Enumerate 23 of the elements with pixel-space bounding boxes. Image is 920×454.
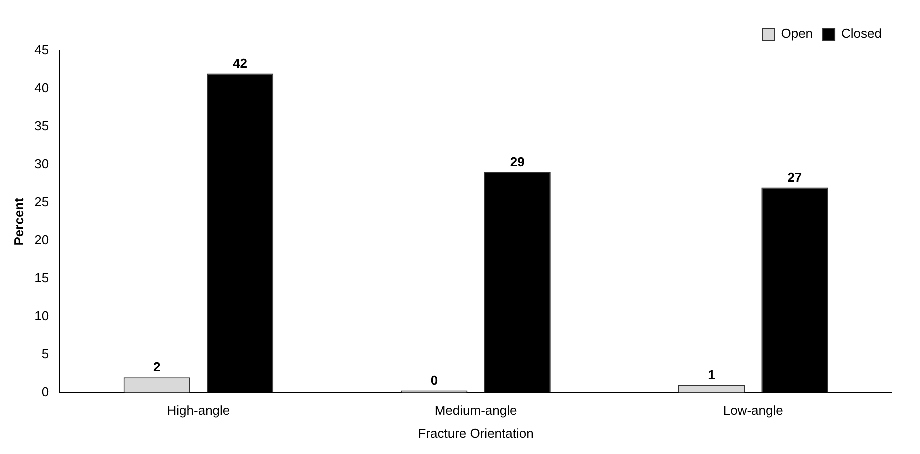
y-tick-label: 45 [34,42,50,58]
data-label: 29 [510,154,525,170]
legend-label: Closed [842,26,882,42]
x-tick-label: Medium-angle [434,403,518,418]
y-tick-label: 25 [34,194,50,210]
y-tick-label: 15 [34,270,50,286]
y-tick-label: 20 [34,232,50,248]
y-tick-label: 5 [42,346,50,362]
y-axis-title: Percent [11,197,26,246]
data-label: 27 [788,170,802,185]
data-label: 2 [154,360,161,375]
data-label: 42 [233,56,248,71]
y-tick-label: 35 [34,118,50,134]
y-tick-label: 0 [42,384,50,400]
data-label: 1 [708,367,716,382]
x-axis-title: Fracture Orientation [418,426,534,441]
x-tick-label: Low-angle [723,403,784,418]
legend-label: Open [781,26,814,42]
y-tick-label: 30 [34,156,50,172]
x-tick-label: High-angle [167,403,230,418]
data-label: 0 [430,372,438,388]
y-tick-label: 10 [34,308,50,324]
y-tick-label: 40 [34,80,50,96]
